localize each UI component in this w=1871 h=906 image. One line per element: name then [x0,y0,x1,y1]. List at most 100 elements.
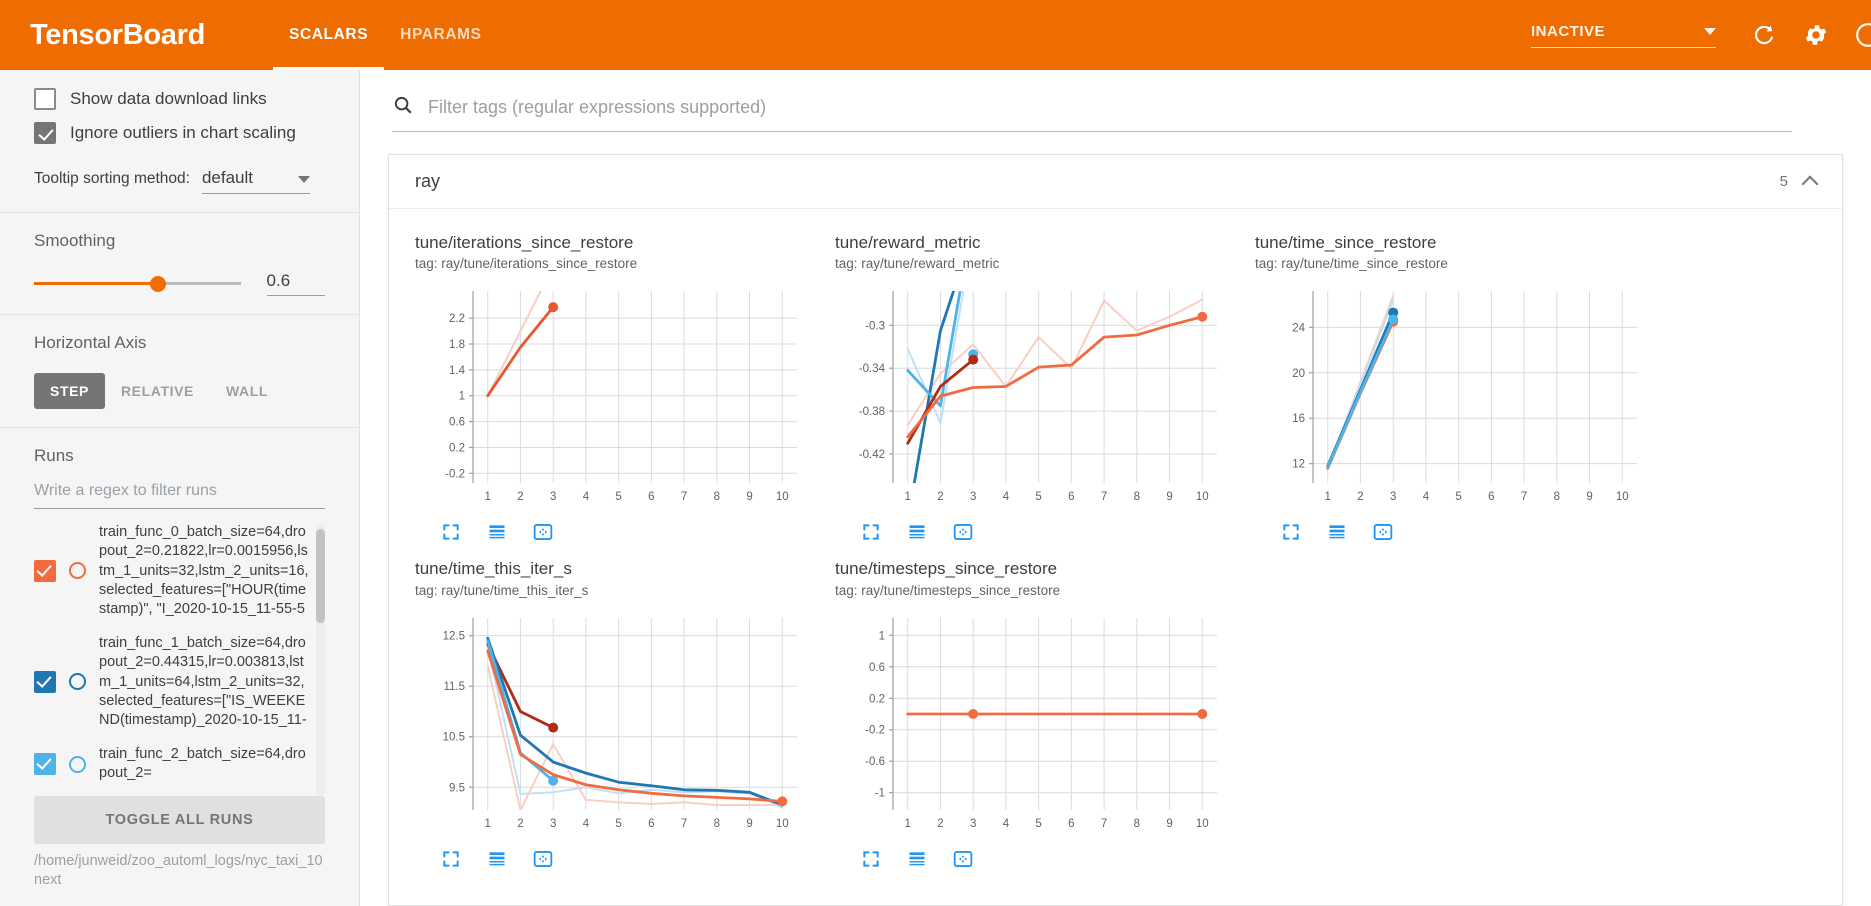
runs-filter-input[interactable] [34,478,325,509]
show-download-links-row[interactable]: Show data download links [34,88,325,110]
run-checkbox[interactable] [34,559,56,582]
horizontal-axis-options: STEP RELATIVE WALL [34,373,325,409]
ignore-outliers-row[interactable]: Ignore outliers in chart scaling [34,122,325,144]
svg-text:1.4: 1.4 [449,365,466,377]
smoothing-value[interactable]: 0.6 [266,271,325,296]
chevron-down-icon [1704,27,1716,35]
run-color-swatch[interactable] [69,673,86,690]
chart-plot[interactable]: -0.2 0.2 0.6 1 1.4 1.8 2.2 1 2 3 4 5 6 7 8 9 10 [415,281,811,516]
ignore-outliers-checkbox[interactable] [34,122,56,144]
svg-text:-0.34: -0.34 [859,364,886,376]
expand-chart-icon[interactable] [1281,522,1301,547]
tag-filter-input[interactable] [426,96,1792,119]
chart-toolbar [415,516,811,547]
display-options-section: Show data download links Ignore outliers… [0,70,359,213]
run-item[interactable]: train_func_0_batch_size=64,dropout_2=0.2… [34,523,311,618]
svg-text:2: 2 [517,491,523,503]
app-body: Show data download links Ignore outliers… [0,70,1871,906]
svg-text:-0.2: -0.2 [445,469,465,481]
run-status-dropdown[interactable]: INACTIVE [1531,23,1716,48]
chevron-up-icon[interactable] [1801,175,1819,192]
expand-chart-icon[interactable] [441,849,461,874]
tag-group-header[interactable]: ray 5 [389,155,1842,209]
svg-text:2: 2 [937,491,943,503]
axis-option-step[interactable]: STEP [34,373,105,409]
svg-text:7: 7 [1521,491,1527,503]
fit-domain-icon[interactable] [953,849,973,874]
chart-tag: tag: ray/tune/timesteps_since_restore [835,582,1061,598]
fit-domain-icon[interactable] [533,849,553,874]
expand-chart-icon[interactable] [441,522,461,547]
data-series-icon[interactable] [487,522,507,547]
run-item[interactable]: train_func_1_batch_size=64,dropout_2=0.4… [34,634,311,729]
runs-scrollbar[interactable] [316,523,325,797]
svg-text:4: 4 [1423,491,1430,503]
chart-cell: tune/time_since_restore tag: ray/tune/tim… [1243,221,1663,547]
run-color-swatch[interactable] [69,562,86,579]
svg-text:1: 1 [459,391,465,403]
svg-text:3: 3 [550,491,556,503]
svg-text:9.5: 9.5 [449,782,465,794]
smoothing-slider[interactable] [34,275,241,293]
chart-plot[interactable]: -1 -0.6 -0.2 0.2 0.6 1 1 2 3 4 5 6 7 8 9 10 [835,608,1231,843]
chart-plot[interactable]: 9.5 10.5 11.5 12.5 1 2 3 4 5 6 7 8 9 10 [415,608,811,843]
svg-text:8: 8 [1134,491,1140,503]
svg-text:6: 6 [1068,818,1074,830]
data-series-icon[interactable] [1327,522,1347,547]
help-circle-icon[interactable] [1855,22,1871,48]
data-series-icon[interactable] [907,849,927,874]
tooltip-sorting-value: default [201,168,253,187]
expand-chart-icon[interactable] [861,522,881,547]
chart-tag: tag: ray/tune/iterations_since_restore [415,256,638,272]
tag-filter-bar [360,70,1871,132]
svg-text:0.2: 0.2 [449,443,465,455]
svg-text:10: 10 [1616,491,1629,503]
tag-filter-field [392,94,1792,132]
svg-text:9: 9 [746,491,752,503]
svg-text:-0.6: -0.6 [865,756,885,768]
svg-text:5: 5 [1035,818,1041,830]
chart-plot[interactable]: 12 16 20 24 1 2 3 4 5 6 7 8 9 10 [1255,281,1651,516]
chart-plot[interactable]: -0.42 -0.38 -0.34 -0.3 1 2 3 4 5 6 7 8 9 10 [835,281,1231,516]
smoothing-title: Smoothing [34,231,116,250]
svg-text:1.8: 1.8 [449,339,465,351]
app-brand: TensorBoard [30,18,206,51]
tab-scalars[interactable]: SCALARS [273,0,385,70]
slider-knob[interactable] [149,275,166,292]
fit-domain-icon[interactable] [533,522,553,547]
run-item[interactable]: train_func_2_batch_size=64,dropout_2= [34,745,311,784]
logdir-path: /home/junweid/zoo_automl_logs/nyc_taxi_1… [34,853,323,889]
run-checkbox[interactable] [34,753,56,776]
data-series-icon[interactable] [487,849,507,874]
svg-text:3: 3 [1390,491,1396,503]
tab-hparams[interactable]: HPARAMS [400,26,482,43]
fit-domain-icon[interactable] [1373,522,1393,547]
toggle-all-runs-button[interactable]: TOGGLE ALL RUNS [34,796,325,845]
svg-text:10: 10 [776,491,789,503]
svg-text:6: 6 [1488,491,1494,503]
axis-option-wall[interactable]: WALL [225,383,269,399]
smoothing-section: Smoothing 0.6 [0,213,359,315]
chart-toolbar [415,843,811,874]
expand-chart-icon[interactable] [861,849,881,874]
data-series-icon[interactable] [907,522,927,547]
svg-text:-0.3: -0.3 [865,321,885,333]
svg-text:-0.38: -0.38 [859,407,885,419]
settings-gear-icon[interactable] [1803,22,1829,48]
svg-text:3: 3 [970,818,976,830]
runs-scrollbar-thumb[interactable] [316,529,325,623]
svg-text:1: 1 [1325,491,1331,503]
svg-text:7: 7 [1101,818,1107,830]
tooltip-sorting-label: Tooltip sorting method: [34,170,190,187]
run-checkbox[interactable] [34,670,56,693]
svg-text:8: 8 [714,491,720,503]
fit-domain-icon[interactable] [953,522,973,547]
axis-option-relative[interactable]: RELATIVE [120,383,194,399]
run-color-swatch[interactable] [69,755,86,773]
tooltip-sorting-select[interactable]: default [201,168,310,194]
svg-text:8: 8 [1134,818,1140,830]
chart-toolbar [835,843,1231,874]
chevron-down-icon [297,176,310,183]
refresh-icon[interactable] [1751,22,1777,48]
show-download-links-checkbox[interactable] [34,88,56,110]
